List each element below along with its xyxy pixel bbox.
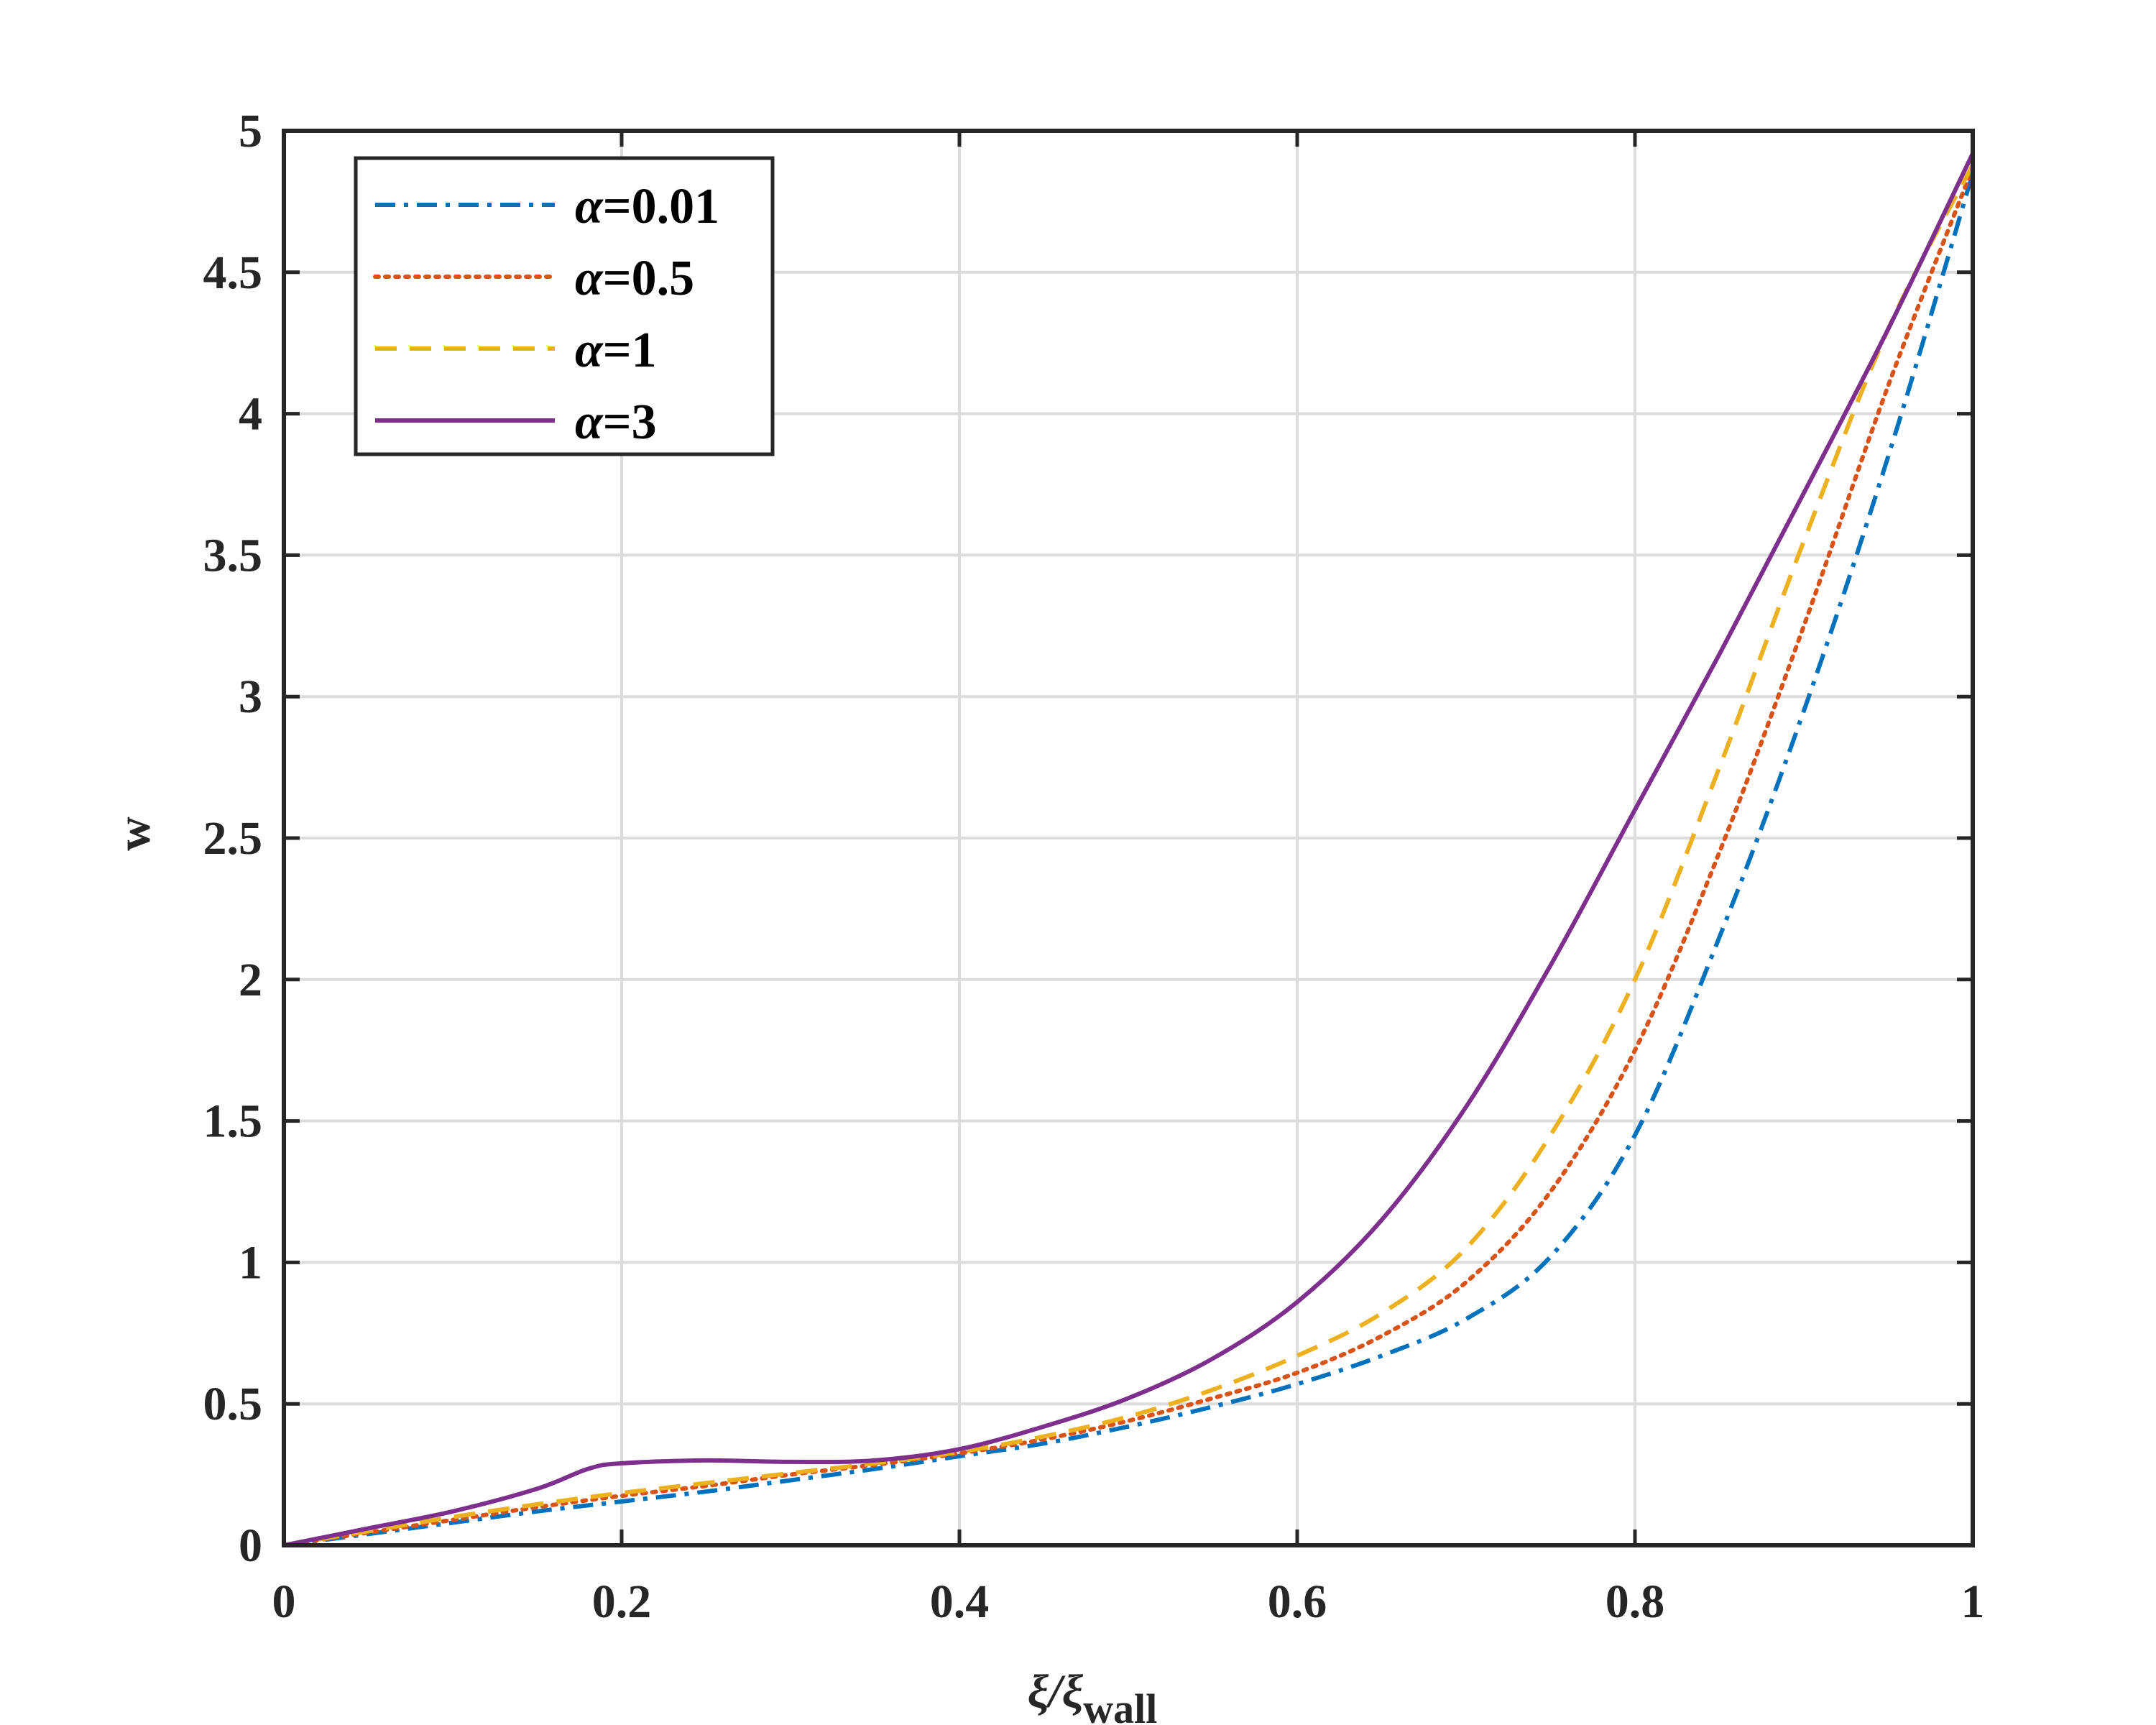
x-tick-label: 0.2 <box>592 1576 652 1628</box>
legend-label-value: =0.01 <box>603 179 719 234</box>
x-tick-label: 0.8 <box>1606 1576 1665 1628</box>
y-tick-label: 4 <box>239 388 262 441</box>
y-tick-label: 4.5 <box>203 247 263 299</box>
legend-label-greek: α <box>575 179 604 234</box>
y-tick-label: 0 <box>239 1519 262 1572</box>
series-line <box>283 152 1975 1547</box>
x-tick-label: 0 <box>272 1576 296 1628</box>
legend-label-value: =0.5 <box>603 251 694 306</box>
x-tick-label: 0.6 <box>1268 1576 1327 1628</box>
y-tick-label: 1.5 <box>203 1095 263 1148</box>
y-tick-labels: 0 0.5 1 1.5 2 2.5 3 3.5 4 4.5 5 <box>203 105 263 1572</box>
y-tick-label: 3.5 <box>203 529 263 581</box>
x-axis-label-main: ξ/ξ <box>1028 1665 1084 1718</box>
legend-label-greek: α <box>575 251 604 306</box>
axis-ticks <box>282 129 1975 1547</box>
series-lines <box>282 152 1975 1547</box>
y-tick-label: 0.5 <box>203 1378 263 1430</box>
legend-label: α=0.5 <box>575 251 694 306</box>
legend-label: α=1 <box>575 323 657 378</box>
legend: α=0.01α=0.5α=1α=3 <box>354 156 775 456</box>
y-tick-label: 2.5 <box>203 812 263 865</box>
legend-label-value: =1 <box>603 323 657 378</box>
x-tick-label: 0.4 <box>930 1576 990 1628</box>
legend-label: α=3 <box>575 395 657 450</box>
legend-label: α=0.01 <box>575 179 719 234</box>
legend-label-greek: α <box>575 395 604 450</box>
series-line <box>282 165 1975 1547</box>
y-tick-label: 2 <box>239 954 262 1006</box>
legend-label-greek: α <box>575 323 604 378</box>
y-axis-label: w <box>108 816 160 851</box>
x-axis-label: ξ/ξwall <box>1028 1665 1158 1725</box>
y-tick-label: 3 <box>239 671 262 723</box>
legend-label-value: =3 <box>603 395 657 450</box>
legend-box <box>354 156 775 456</box>
series-line <box>283 172 1975 1547</box>
x-axis-label-subscript: wall <box>1083 1685 1157 1725</box>
x-tick-label: 1 <box>1961 1576 1985 1628</box>
x-tick-labels: 0 0.2 0.4 0.6 0.8 1 <box>272 1576 1985 1628</box>
y-tick-label: 5 <box>239 105 262 157</box>
y-tick-label: 1 <box>239 1236 262 1289</box>
